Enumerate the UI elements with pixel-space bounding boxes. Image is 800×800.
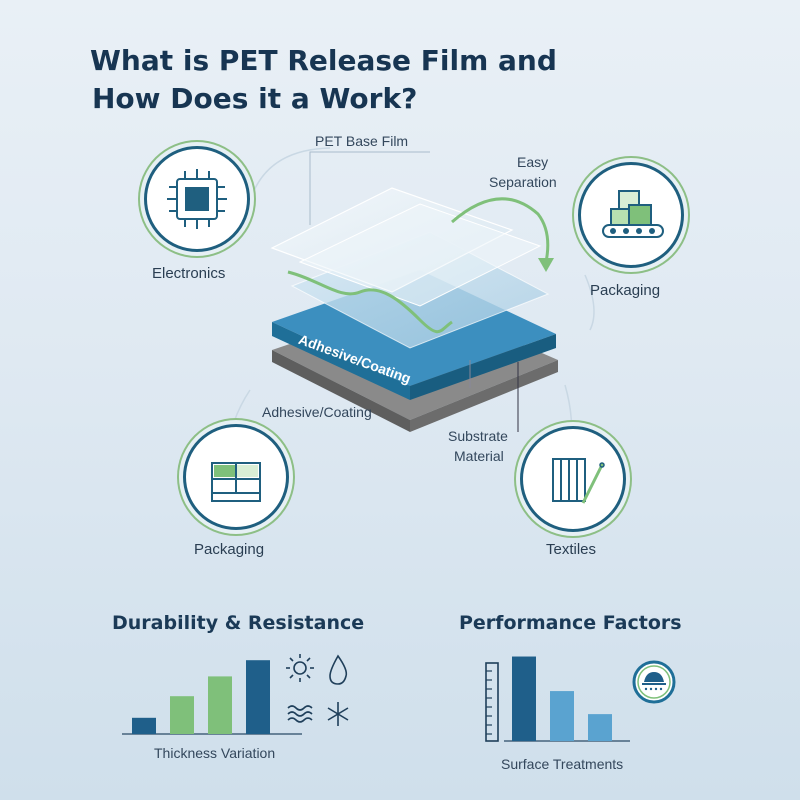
adhesive-edge-right (410, 334, 556, 400)
page-title: What is PET Release Film and How Does it… (90, 42, 650, 118)
durability-caption: Thickness Variation (154, 745, 276, 761)
packaging-badge-right (578, 162, 684, 268)
title-line-1: What is PET Release Film and (90, 44, 557, 77)
separation-label: Separation (489, 174, 557, 190)
performance-bar-3 (588, 714, 612, 741)
waves-icon (287, 705, 313, 723)
packaging-label-left: Packaging (194, 541, 265, 558)
durability-chart (122, 660, 302, 735)
title-line-2: How Does it a Work? (92, 82, 418, 115)
performance-bar-2 (550, 691, 574, 741)
box-stack-icon (211, 462, 261, 502)
packaging-label-right: Packaging (590, 282, 661, 299)
adhesive-edge-left (272, 322, 410, 400)
durability-bar-3 (208, 676, 232, 734)
adhesive-coating-label: Adhesive/Coating (262, 404, 372, 420)
sun-icon (286, 654, 314, 682)
durability-bar-4 (246, 660, 270, 734)
arrow-head (538, 258, 554, 272)
material-label: Material (454, 448, 504, 464)
separation-line (287, 270, 453, 334)
callout-line (309, 151, 430, 225)
performance-heading: Performance Factors (459, 612, 682, 634)
durability-bar-1 (132, 717, 156, 734)
durability-bar-2 (170, 696, 194, 734)
performance-chart (485, 656, 630, 742)
conveyor-boxes-icon (602, 190, 664, 238)
electronics-badge (144, 146, 250, 252)
performance-bar-1 (512, 656, 536, 741)
packaging-badge-left (183, 424, 289, 530)
water-drop-icon (329, 654, 348, 685)
textiles-label: Textiles (546, 541, 597, 558)
chip-icon (167, 169, 227, 229)
surface-treatment-icon (632, 660, 676, 704)
substrate-edge-left (272, 350, 410, 432)
substrate-label: Substrate (448, 428, 508, 444)
ruler-icon (485, 662, 499, 742)
electronics-label: Electronics (152, 265, 226, 282)
snowflake-icon (327, 702, 349, 726)
substrate-edge-right (410, 360, 558, 432)
fabric-needle-icon (552, 458, 605, 504)
durability-icons (286, 654, 349, 726)
durability-heading: Durability & Resistance (112, 612, 365, 634)
connector-arc (584, 274, 595, 331)
connector-arc (244, 147, 331, 231)
pet-base-film-label: PET Base Film (315, 133, 409, 149)
textiles-badge (520, 426, 626, 532)
separation-arrow (451, 197, 550, 263)
easy-label: Easy (517, 154, 549, 170)
performance-caption: Surface Treatments (501, 756, 624, 772)
